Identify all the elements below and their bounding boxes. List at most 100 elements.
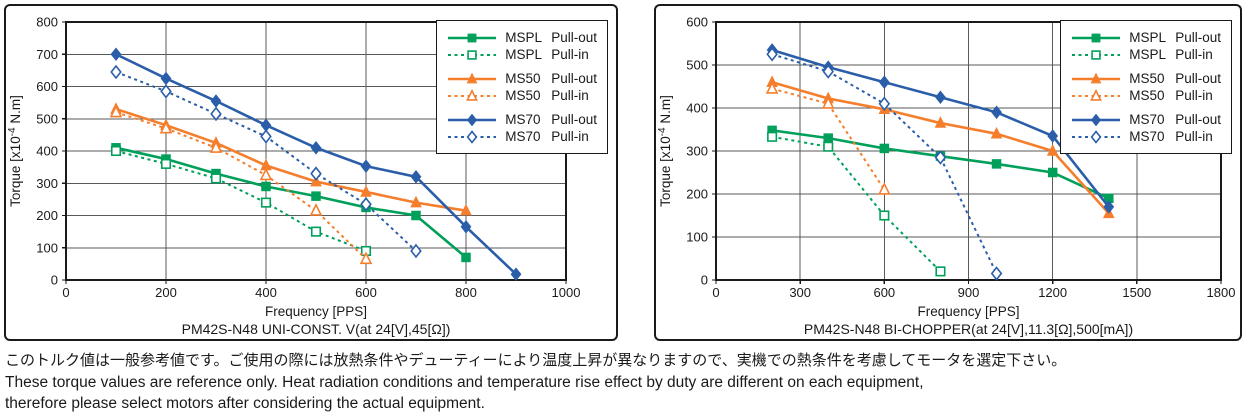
legend-series-name: MS70 bbox=[1129, 112, 1165, 127]
y-axis-title: Torque [x10-4 N.m] bbox=[7, 95, 23, 207]
legend-series-name: MS50 bbox=[1129, 71, 1165, 86]
legend-series-mode: Pull-in bbox=[551, 88, 589, 103]
y-tick-label: 400 bbox=[686, 101, 708, 116]
marker-mspl-pull-in bbox=[935, 266, 946, 277]
series-line-mspl-pull-in bbox=[115, 150, 367, 252]
x-tick-label: 1500 bbox=[1122, 285, 1151, 298]
x-axis-title: Frequency [PPS] bbox=[264, 304, 368, 319]
marker-ms70-pull-out bbox=[160, 71, 172, 86]
legend-line-sample bbox=[448, 49, 497, 60]
legend-line-sample bbox=[1072, 33, 1121, 42]
marker-mspl-pull-out bbox=[311, 191, 321, 201]
legend-series-name: MS70 bbox=[505, 112, 541, 127]
x-tick-label: 300 bbox=[789, 285, 811, 298]
series-ms70-pull-in bbox=[110, 64, 422, 259]
legend-series-mode: Pull-out bbox=[551, 30, 597, 45]
y-tick-label: 600 bbox=[36, 79, 58, 94]
marker-ms70-pull-out bbox=[110, 47, 122, 62]
legend-series-name: MS50 bbox=[1129, 88, 1165, 103]
legend-entry-ms70-pull-out: MS70 Pull-out bbox=[446, 111, 597, 128]
legend-marker bbox=[466, 88, 479, 101]
series-mspl-pull-in bbox=[110, 145, 372, 257]
chart-uni-const-v: 0 100 200 300 400 500 600 700 800 0 200 400 600 800 10… bbox=[4, 4, 618, 341]
marker-ms70-pull-in bbox=[160, 84, 172, 99]
series-line-mspl-pull-out bbox=[115, 146, 467, 259]
legend-series-mode: Pull-out bbox=[551, 71, 597, 86]
y-tick-label: 100 bbox=[686, 230, 708, 245]
marker-ms50-pull-out bbox=[1046, 144, 1059, 156]
legend-entry-ms50-pull-out: MS50 Pull-out bbox=[446, 70, 597, 87]
legend-series-mode: Pull-out bbox=[1175, 71, 1221, 86]
legend-entry-ms50-pull-in: MS50 Pull-in bbox=[1070, 87, 1221, 104]
series-mspl-pull-in bbox=[767, 131, 946, 277]
marker-ms50-pull-out bbox=[410, 195, 422, 208]
legend-marker bbox=[1090, 72, 1102, 83]
marker-ms50-pull-in bbox=[259, 167, 273, 181]
legend-line-sample bbox=[448, 72, 497, 83]
marker-ms70-pull-in bbox=[766, 46, 778, 62]
marker-ms50-pull-in bbox=[359, 251, 373, 265]
y-tick-label: 100 bbox=[36, 240, 58, 255]
x-tick-label: 0 bbox=[62, 285, 69, 298]
series-ms50-pull-out bbox=[110, 102, 472, 216]
y-tick-label: 500 bbox=[36, 111, 58, 126]
legend-marker bbox=[1091, 33, 1101, 42]
chart-plot-uni-const-v: 0 100 200 300 400 500 600 700 800 0 200 400 600 800 10… bbox=[7, 15, 580, 301]
axis-ticks bbox=[712, 21, 1222, 284]
legend-line-sample bbox=[1072, 72, 1121, 83]
marker-mspl-pull-in bbox=[879, 210, 890, 221]
series-ms50-pull-in bbox=[109, 104, 373, 265]
footnote-japanese: このトルク値は一般参考値です。ご使用の際には放熱条件やデューティーにより温度上昇… bbox=[5, 352, 1067, 369]
x-axis-title: Frequency [PPS] bbox=[917, 304, 1020, 319]
y-tick-label: 200 bbox=[686, 187, 708, 202]
marker-mspl-pull-out bbox=[461, 252, 471, 263]
legend-entry-ms70-pull-out: MS70 Pull-out bbox=[1070, 111, 1221, 128]
footnote-english-line1: These torque values are reference only. … bbox=[5, 374, 924, 391]
legend-marker bbox=[1091, 113, 1102, 126]
marker-ms70-pull-out bbox=[878, 75, 890, 90]
legend-line-sample bbox=[1072, 49, 1121, 60]
y-tick-label: 400 bbox=[36, 144, 58, 159]
legend-series-name: MS50 bbox=[505, 71, 541, 86]
chart-legend: MSPL Pull-out MSPL Pull-in MS50 Pull-out MS50 P… bbox=[436, 20, 608, 154]
legend-series-mode: Pull-in bbox=[1175, 88, 1213, 103]
marker-ms70-pull-in bbox=[110, 64, 122, 80]
x-tick-label: 0 bbox=[712, 285, 719, 298]
legend-entry-mspl-pull-out: MSPL Pull-out bbox=[1070, 29, 1221, 46]
y-axis-title: Torque [x10-4 N.m] bbox=[657, 95, 673, 207]
legend-entry-mspl-pull-in: MSPL Pull-in bbox=[446, 46, 597, 63]
marker-mspl-pull-in bbox=[110, 145, 122, 157]
marker-ms70-pull-out bbox=[410, 169, 422, 184]
series-line-mspl-pull-in bbox=[771, 135, 942, 273]
legend-series-name: MSPL bbox=[505, 47, 542, 62]
legend-series-mode: Pull-out bbox=[1175, 30, 1221, 45]
legend-line-sample bbox=[448, 88, 497, 101]
legend-series-name: MS70 bbox=[1129, 129, 1165, 144]
marker-ms50-pull-in bbox=[209, 140, 223, 153]
y-tick-label: 600 bbox=[686, 15, 708, 30]
legend-series-name: MS50 bbox=[505, 88, 541, 103]
marker-mspl-pull-in bbox=[160, 158, 172, 169]
y-tick-label: 200 bbox=[36, 208, 58, 223]
marker-ms70-pull-in bbox=[990, 266, 1003, 281]
legend-line-sample bbox=[1072, 129, 1121, 144]
marker-ms70-pull-out bbox=[310, 140, 322, 155]
marker-ms70-pull-out bbox=[1103, 200, 1115, 214]
marker-ms70-pull-in bbox=[310, 166, 322, 181]
y-tick-label: 500 bbox=[686, 58, 708, 73]
axis-tick-labels: 0 100 200 300 400 500 600 700 800 0 200 400 600 800 10… bbox=[36, 15, 580, 301]
marker-ms70-pull-out bbox=[210, 94, 222, 108]
chart-caption: Frequency [PPS] PM42S-N48 BI-CHOPPER(at … bbox=[656, 303, 1240, 339]
y-tick-label: 300 bbox=[36, 176, 58, 191]
x-tick-label: 1200 bbox=[1038, 285, 1067, 298]
legend-entry-mspl-pull-in: MSPL Pull-in bbox=[1070, 46, 1221, 63]
y-tick-label: 700 bbox=[36, 47, 58, 62]
series-ms70-pull-out bbox=[110, 47, 522, 282]
series-ms70-pull-in bbox=[766, 46, 1003, 281]
marker-mspl-pull-out bbox=[879, 143, 890, 154]
legend-series-mode: Pull-in bbox=[551, 129, 589, 144]
legend-line-sample bbox=[1072, 88, 1121, 101]
x-tick-label: 800 bbox=[455, 285, 477, 298]
chart-bi-chopper: 0 100 200 300 400 500 600 0 300 600 900 1200 1500 180… bbox=[654, 4, 1242, 341]
series-ms50-pull-in bbox=[765, 81, 891, 195]
